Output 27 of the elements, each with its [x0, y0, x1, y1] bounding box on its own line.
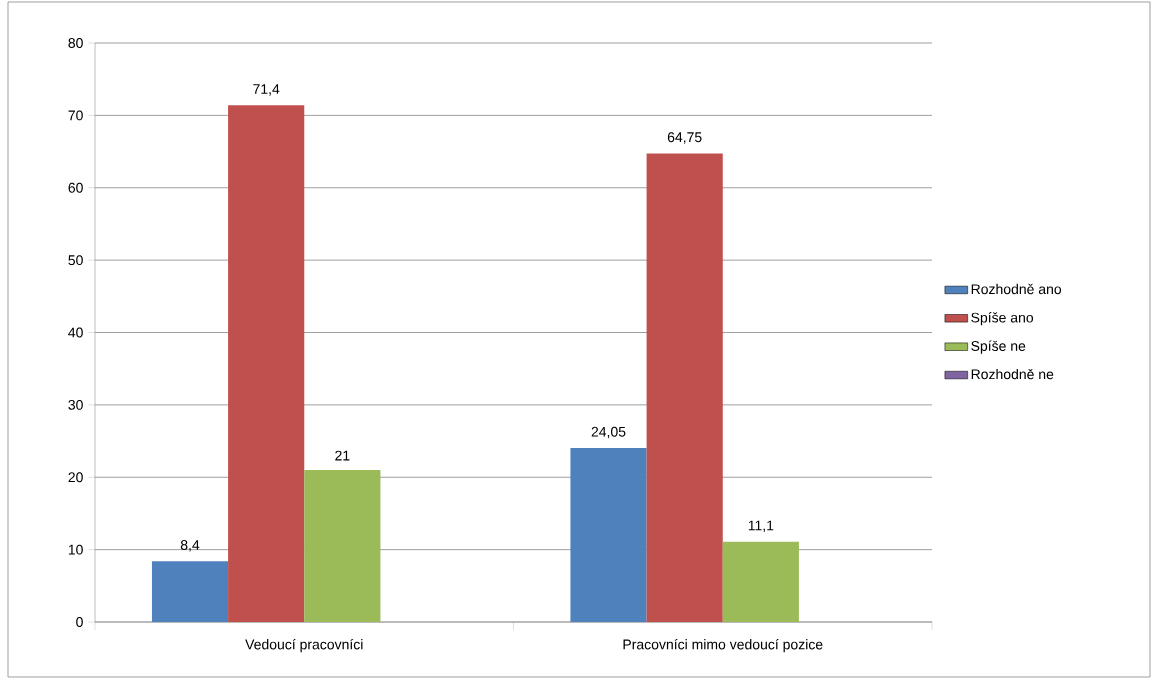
bar — [722, 541, 799, 622]
data-label: 8,4 — [180, 540, 200, 552]
y-tick-label: 80 — [68, 38, 83, 48]
bar — [304, 470, 381, 622]
y-tick-label: 50 — [68, 255, 83, 266]
legend-label: Rozhodně ne — [971, 368, 1054, 380]
data-label: 21 — [335, 450, 350, 461]
legend-label: Rozhodně ano — [971, 283, 1062, 295]
legend-label: Spíše ano — [971, 312, 1034, 326]
y-tick-label: 20 — [68, 472, 83, 483]
legend-label: Spíše ne — [971, 340, 1026, 354]
y-tick-label: 70 — [68, 110, 83, 121]
y-tick-label: 30 — [68, 399, 83, 410]
y-tick-label: 10 — [68, 544, 83, 555]
bar — [151, 561, 229, 622]
y-tick-label: 40 — [68, 327, 83, 338]
data-label: 71,4 — [253, 84, 280, 96]
data-label: 11,1 — [748, 520, 774, 533]
y-tick-label: 60 — [68, 182, 83, 193]
x-tick-label: Pracovníci mimo vedoucí pozice — [623, 638, 823, 653]
y-tick-label: 0 — [76, 617, 83, 627]
data-label: 64,75 — [667, 132, 702, 144]
data-label: 24,05 — [591, 426, 626, 439]
x-tick-label: Vedoucí pracovníci — [245, 638, 363, 653]
bar — [228, 105, 305, 622]
bar — [646, 153, 723, 622]
bar — [570, 447, 647, 622]
